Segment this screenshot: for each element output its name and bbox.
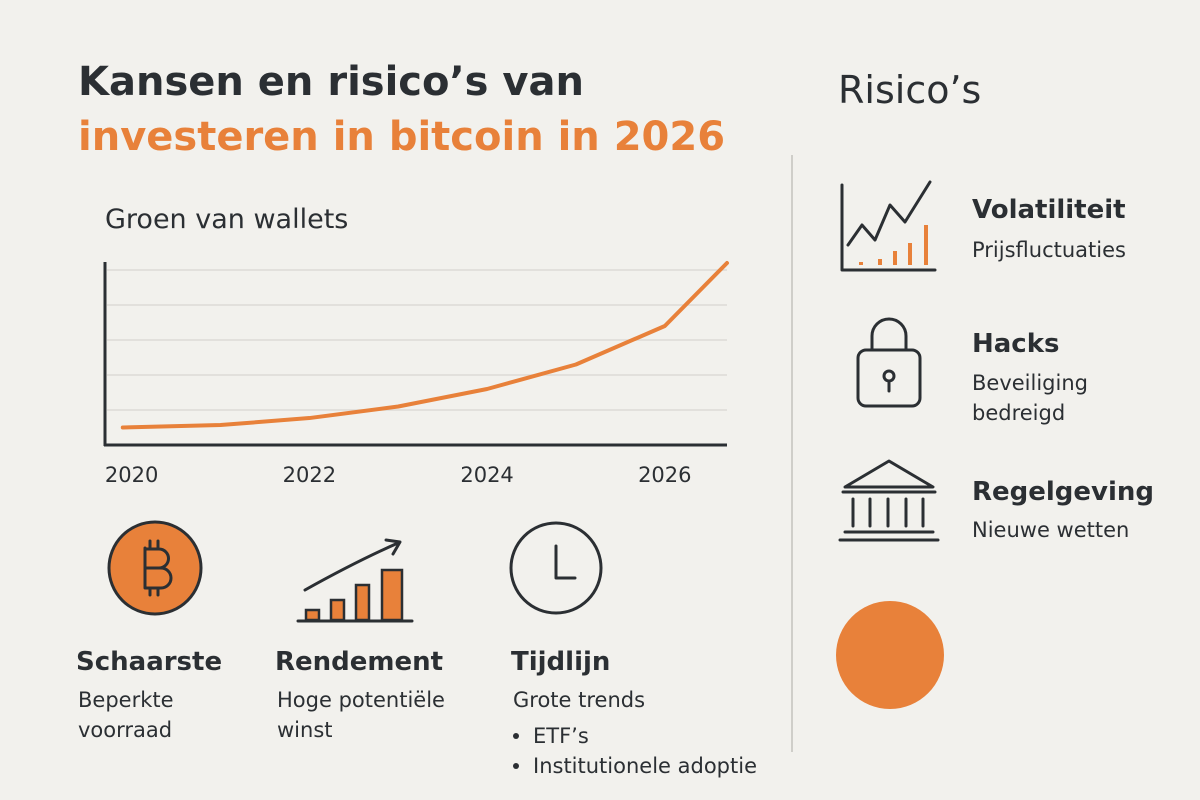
item-text: Beperkte bbox=[78, 688, 174, 712]
item-text: Grote trends bbox=[513, 688, 645, 712]
grid bbox=[107, 269, 727, 411]
bank-icon bbox=[838, 459, 940, 542]
decorative-circle bbox=[836, 601, 944, 709]
item-title: Volatiliteit bbox=[972, 195, 1126, 225]
x-tick-label: 2026 bbox=[638, 463, 691, 487]
item-title: Rendement bbox=[275, 647, 443, 677]
item-title: Schaarste bbox=[76, 647, 222, 677]
item-text: Prijsfluctuaties bbox=[972, 238, 1126, 262]
title: Kansen en risico’s van bbox=[78, 59, 584, 105]
x-tick-label: 2020 bbox=[105, 463, 158, 487]
x-tick-label: 2024 bbox=[460, 463, 513, 487]
item-title: Hacks bbox=[972, 329, 1059, 359]
lock-icon bbox=[856, 317, 922, 408]
chart-title: Groen van wallets bbox=[105, 204, 348, 235]
x-tick-label: 2022 bbox=[283, 463, 336, 487]
bullet bbox=[513, 763, 519, 769]
title-highlight: investeren in bitcoin in 2026 bbox=[78, 114, 725, 160]
item-text: bedreigd bbox=[972, 401, 1065, 425]
section-title: Risico’s bbox=[838, 68, 981, 112]
item-text: Beveiliging bbox=[972, 371, 1088, 395]
growth-icon bbox=[296, 538, 414, 623]
bitcoin-icon bbox=[107, 520, 203, 616]
volatility-icon bbox=[840, 180, 937, 272]
item-title: Regelgeving bbox=[972, 477, 1154, 507]
item-text: Hoge potentiële bbox=[277, 688, 445, 712]
bullet-text: Institutionele adoptie bbox=[533, 754, 757, 778]
item-text: winst bbox=[277, 718, 333, 742]
clock-icon bbox=[509, 521, 603, 615]
item-text: voorraad bbox=[78, 718, 172, 742]
bullet-text: ETF’s bbox=[533, 724, 589, 748]
bullet bbox=[513, 733, 519, 739]
item-title: Tijdlijn bbox=[511, 647, 610, 677]
item-text: Nieuwe wetten bbox=[972, 518, 1129, 542]
line bbox=[120, 261, 729, 430]
